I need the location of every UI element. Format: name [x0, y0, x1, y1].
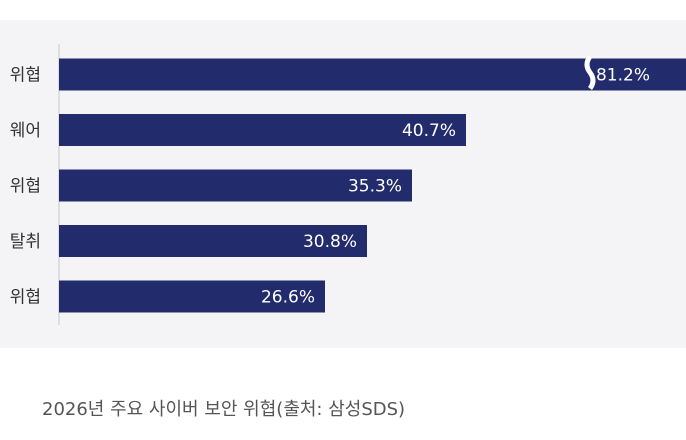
bar [59, 280, 325, 313]
bar [59, 114, 466, 146]
bar [59, 169, 412, 202]
category-label: 탈취 [10, 232, 41, 252]
value-label: 35.3% [348, 177, 402, 197]
category-label: 웨어 [10, 121, 41, 141]
bar [59, 225, 367, 257]
value-label: 30.8% [303, 232, 357, 252]
value-label: 26.6% [261, 288, 315, 308]
chart-panel: 81.2% 위협 40.7% 웨어 35.3% 위협 30.8% 탈취 26.6% 위협 [0, 20, 686, 348]
category-label: 위협 [10, 288, 41, 308]
category-label: 위협 [10, 177, 41, 197]
category-label: 위협 [10, 66, 41, 86]
axis-break-mark [584, 55, 596, 90]
chart-caption: 2026년 주요 사이버 보안 위협(출처: 삼성SDS) [42, 399, 406, 420]
bar-chart: 81.2% 위협 40.7% 웨어 35.3% 위협 30.8% 탈취 26.6% 위협 [10, 44, 686, 325]
value-label: 40.7% [402, 121, 456, 141]
bar [59, 58, 686, 91]
value-label: 81.2% [596, 66, 650, 86]
